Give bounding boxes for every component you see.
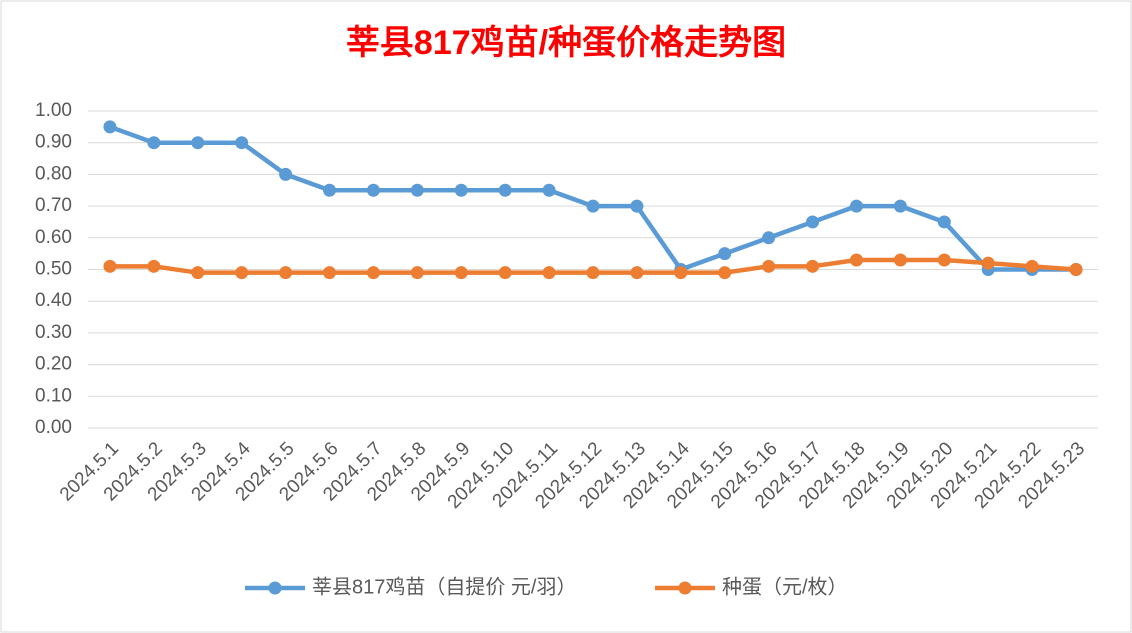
point [235, 266, 249, 280]
point [849, 253, 863, 267]
point [718, 247, 732, 261]
point [366, 183, 380, 197]
point [806, 215, 820, 229]
y-tick-label: 0.30 [35, 322, 72, 343]
point [630, 266, 644, 280]
point [279, 167, 293, 181]
point [235, 136, 249, 150]
legend-label: 莘县817鸡苗（自提价 元/羽） [312, 575, 576, 598]
y-tick-label: 1.00 [35, 100, 72, 121]
point [103, 120, 117, 134]
point [542, 266, 556, 280]
legend-marker [678, 581, 692, 595]
point [674, 266, 688, 280]
point [893, 199, 907, 213]
point [1025, 259, 1039, 273]
point [849, 199, 863, 213]
legend-marker [268, 581, 282, 595]
point [542, 183, 556, 197]
y-tick-label: 0.40 [35, 290, 72, 311]
point [103, 259, 117, 273]
legend-label: 种蛋（元/枚） [722, 575, 848, 598]
y-tick-label: 0.50 [35, 259, 72, 280]
point [323, 183, 337, 197]
chart-title: 莘县817鸡苗/种蛋价格走势图 [346, 24, 786, 62]
point [937, 215, 951, 229]
point [454, 266, 468, 280]
point [410, 266, 424, 280]
point [323, 266, 337, 280]
point [981, 256, 995, 270]
point [718, 266, 732, 280]
point [498, 266, 512, 280]
point [937, 253, 951, 267]
point [630, 199, 644, 213]
point [762, 259, 776, 273]
point [498, 183, 512, 197]
point [893, 253, 907, 267]
point [806, 259, 820, 273]
point [1069, 263, 1083, 276]
y-tick-label: 0.60 [35, 227, 72, 248]
y-tick-label: 0.10 [35, 385, 72, 406]
y-tick-label: 0.20 [35, 354, 72, 375]
point [191, 266, 205, 280]
point [454, 183, 468, 197]
point [147, 136, 161, 150]
point [279, 266, 293, 280]
point [586, 199, 600, 213]
y-tick-label: 0.00 [35, 417, 72, 438]
y-tick-label: 0.70 [35, 195, 72, 216]
point [147, 259, 161, 273]
point [191, 136, 205, 150]
y-tick-label: 0.90 [35, 132, 72, 153]
point [586, 266, 600, 280]
point [410, 183, 424, 197]
point [762, 231, 776, 245]
y-tick-label: 0.80 [35, 163, 72, 184]
point [366, 266, 380, 280]
